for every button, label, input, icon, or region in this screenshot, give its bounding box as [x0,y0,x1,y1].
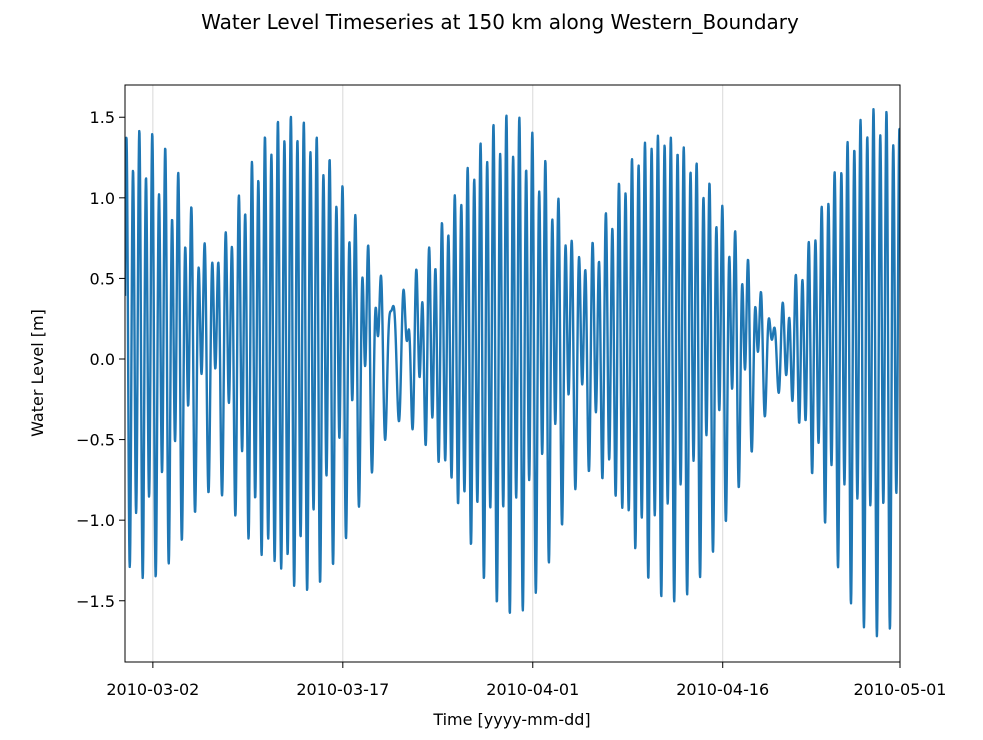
x-axis-label: Time [yyyy-mm-dd] [432,710,590,729]
y-axis-label: Water Level [m] [28,309,47,437]
series-line-water-level [125,107,900,638]
x-tick-label: 2010-03-02 [106,680,199,699]
y-tick-label: −1.5 [76,592,115,611]
y-tick-label: −1.0 [76,511,115,530]
y-tick-label: 0.5 [90,269,115,288]
y-tick-label: −0.5 [76,431,115,450]
y-axis: 1.5 1.0 0.5 0.0 −0.5 −1.0 −1.5 [76,108,125,611]
chart-title: Water Level Timeseries at 150 km along W… [201,10,799,34]
x-axis: 2010-03-02 2010-03-17 2010-04-01 2010-04-16… [106,662,946,699]
y-tick-label: 0.0 [90,350,115,369]
x-tick-label: 2010-05-01 [854,680,947,699]
x-tick-label: 2010-04-01 [486,680,579,699]
plot-frame [124,84,901,663]
x-tick-label: 2010-04-16 [676,680,769,699]
x-tick-label: 2010-03-17 [296,680,389,699]
plot-area [125,107,900,638]
y-tick-label: 1.5 [90,108,115,127]
y-tick-label: 1.0 [90,189,115,208]
